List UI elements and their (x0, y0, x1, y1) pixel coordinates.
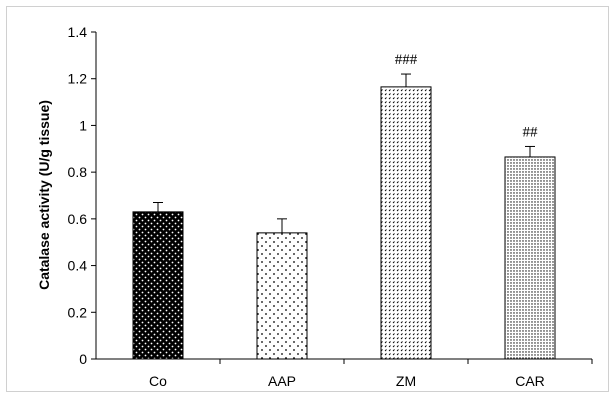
y-tick-label: 1 (79, 117, 87, 133)
y-tick-label: 0.6 (68, 211, 88, 227)
significance-label: ## (523, 124, 539, 140)
y-axis-ticks: 0 0.2 0.4 0.6 0.8 1 1.2 1.4 (68, 24, 96, 367)
x-tick-label: Co (149, 373, 167, 389)
significance-label: ### (395, 52, 418, 68)
x-tick-label: ZM (396, 373, 416, 389)
bar-co (132, 211, 184, 360)
x-axis-categories: Co AAP ZM CAR (149, 359, 593, 389)
y-tick-label: 1.4 (68, 24, 88, 40)
x-tick-label: CAR (515, 373, 545, 389)
bar-car (504, 156, 556, 360)
bar-zm (380, 86, 432, 360)
y-tick-label: 0.2 (68, 304, 88, 320)
y-axis-title: Catalase activity (U/g tissue) (36, 100, 52, 290)
x-tick-label: AAP (268, 373, 296, 389)
bars: ##### (132, 52, 556, 360)
y-tick-label: 1.2 (68, 71, 88, 87)
y-tick-label: 0.4 (68, 258, 88, 274)
y-tick-label: 0 (79, 351, 87, 367)
bar-aap (256, 232, 308, 360)
y-tick-label: 0.8 (68, 164, 88, 180)
